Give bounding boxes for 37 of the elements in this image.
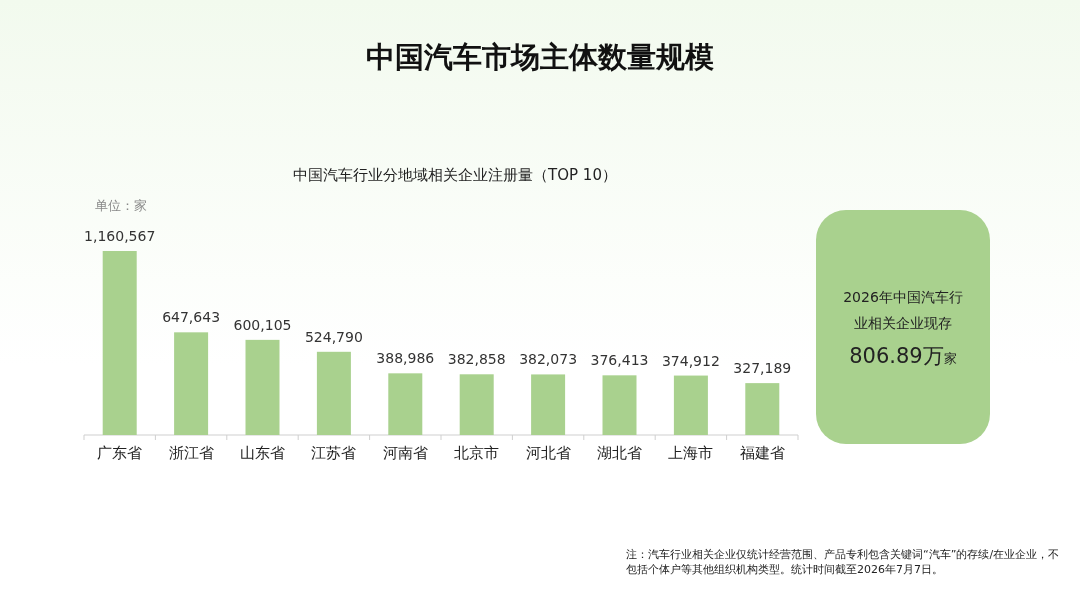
bar (459, 374, 494, 435)
data-label: 647,643 (162, 309, 221, 326)
bar (102, 251, 137, 435)
text: 注：汽车行业相关企业仅统计经营范围、产品专利包含关键词“汽车”的存续/在业企业，不包括个体户等其他组织机构类型。统计时间截至2026年7月7日。 (626, 547, 1061, 577)
x-tick-label: 湖北省 (597, 444, 642, 462)
y-axis-title: 单位：家 (95, 198, 147, 215)
data-label: 600,105 (233, 316, 292, 333)
chart-subtitle: 中国汽车行业分地域相关企业注册量（TOP 10） (292, 166, 618, 185)
x-tick-label: 广东省 (97, 444, 143, 462)
x-tick-label: 河南省 (382, 444, 428, 462)
data-label: 1,160,567 (84, 228, 156, 244)
data-label: 382,858 (447, 351, 506, 368)
text: 806.89万 (849, 344, 944, 368)
data-label: 376,413 (590, 352, 649, 369)
data-label: 524,790 (304, 328, 363, 345)
bar (174, 332, 209, 435)
bar (531, 374, 566, 435)
bar (316, 351, 351, 435)
data-label: 388,986 (376, 350, 435, 367)
bar (673, 375, 708, 435)
bar (602, 375, 637, 435)
bar (245, 339, 280, 435)
x-tick-label: 北京市 (454, 444, 500, 462)
text: 2026年中国汽车行业相关企业现存 (842, 288, 964, 333)
x-tick-label: 浙江省 (168, 444, 214, 462)
data-label: 382,073 (519, 351, 578, 368)
x-tick-label: 福建省 (739, 444, 785, 462)
x-tick-label: 河北省 (525, 444, 571, 462)
text: 家 (943, 351, 957, 366)
bar (388, 373, 423, 435)
x-tick-label: 山东省 (240, 444, 285, 462)
data-label: 374,912 (661, 352, 720, 369)
x-tick-label: 江苏省 (311, 444, 357, 462)
bar (745, 383, 780, 435)
x-tick-label: 上海市 (668, 444, 714, 462)
data-label: 327,189 (733, 360, 792, 377)
chart-title: 中国汽车市场主体数量规模 (365, 39, 715, 76)
